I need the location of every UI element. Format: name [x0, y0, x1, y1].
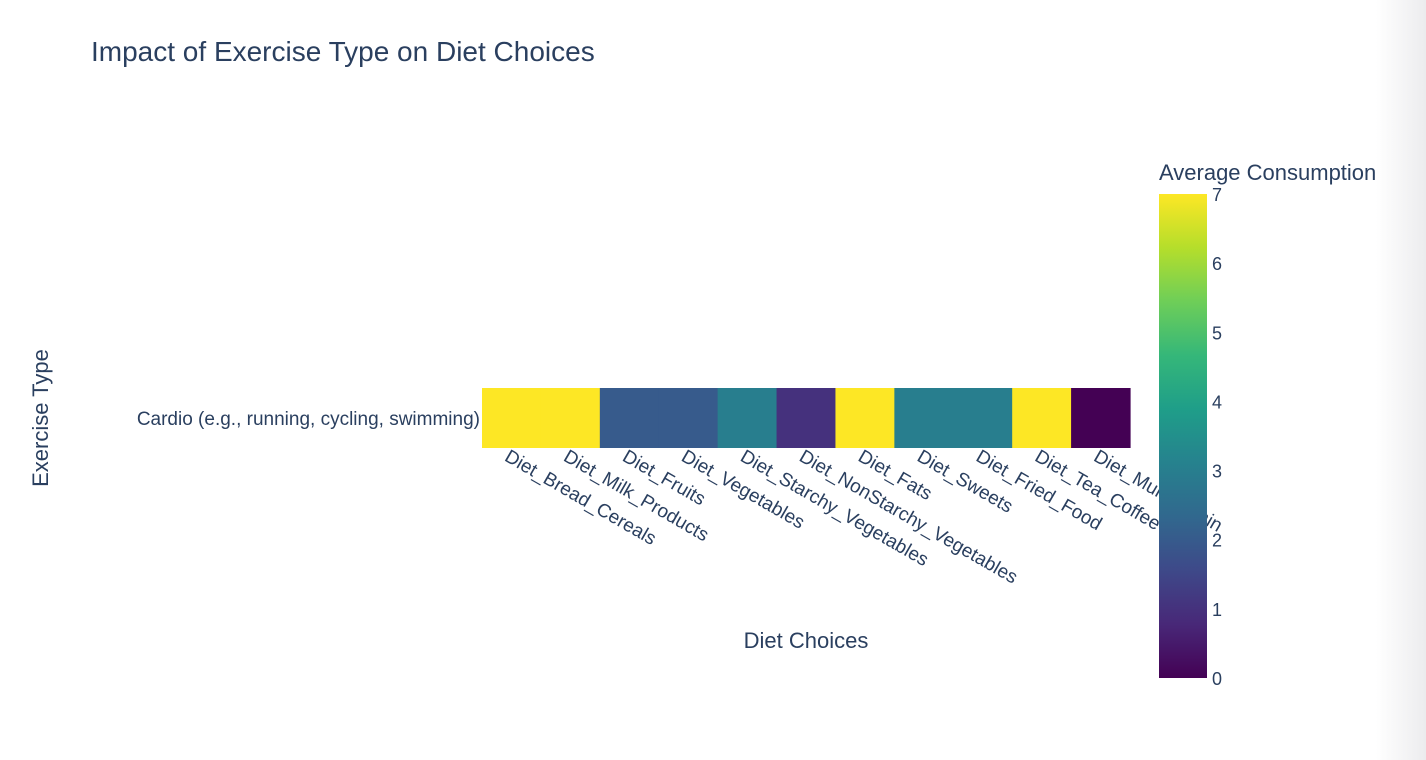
colorbar-tick-label: 4	[1212, 392, 1222, 412]
colorbar-ticks: 0 1 2 3 4 5 6 7	[1212, 185, 1222, 689]
y-axis-title: Exercise Type	[28, 349, 53, 487]
colorbar-title: Average Consumption	[1159, 160, 1376, 185]
heatmap-cell	[776, 388, 837, 448]
colorbar: Average Consumption 0 1 2 3 4 5 6 7	[1159, 160, 1376, 689]
heatmap-cell	[953, 388, 1013, 448]
heatmap-cell	[894, 388, 954, 448]
heatmap-cell	[482, 388, 542, 448]
y-tick-label: Cardio (e.g., running, cycling, swimming…	[137, 409, 480, 430]
heatmap-cell	[599, 388, 660, 448]
heatmap-cell	[658, 388, 719, 448]
colorbar-gradient	[1159, 194, 1207, 678]
colorbar-tick-label: 1	[1212, 600, 1222, 620]
heatmap-cell	[717, 388, 778, 448]
heatmap-cell	[835, 388, 895, 448]
heatmap-cells	[482, 388, 1131, 448]
colorbar-tick-label: 0	[1212, 669, 1222, 689]
colorbar-tick-label: 6	[1212, 254, 1222, 274]
heatmap-cell	[1071, 388, 1131, 448]
y-axis-ticks: Cardio (e.g., running, cycling, swimming…	[137, 409, 480, 430]
colorbar-tick-label: 2	[1212, 531, 1222, 551]
scrollbar-track	[1376, 0, 1426, 760]
chart-title: Impact of Exercise Type on Diet Choices	[91, 36, 595, 67]
colorbar-tick-label: 7	[1212, 185, 1222, 205]
heatmap-cell	[540, 388, 601, 448]
colorbar-tick-label: 3	[1212, 462, 1222, 482]
x-axis-title: Diet Choices	[744, 628, 869, 653]
x-axis-ticks: Diet_Bread_CerealsDiet_Milk_ProductsDiet…	[501, 446, 1226, 588]
heatmap-cell	[1012, 388, 1072, 448]
colorbar-tick-label: 5	[1212, 323, 1222, 343]
